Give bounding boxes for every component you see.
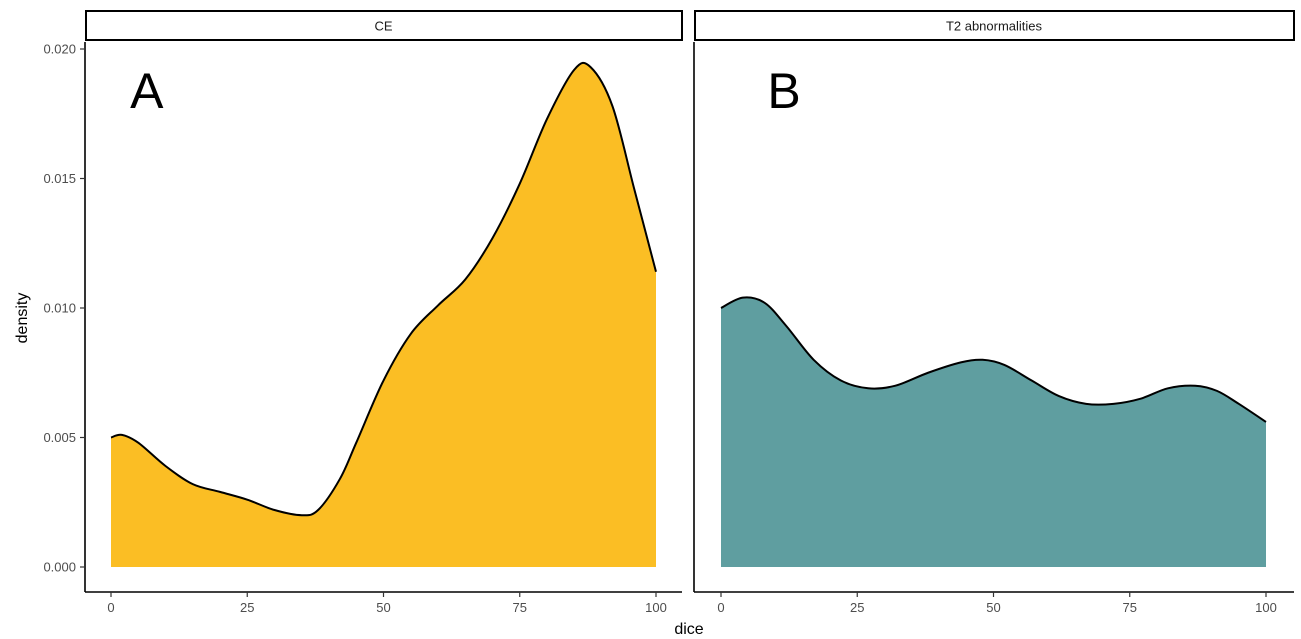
y-axis-title: density	[14, 293, 31, 344]
y-tick-label: 0.020	[43, 42, 76, 57]
density-area	[721, 297, 1266, 567]
strip-box	[694, 10, 1295, 41]
y-tick-label: 0.010	[43, 301, 76, 316]
panel-tag-A: A	[130, 63, 164, 119]
x-tick-label: 75	[1123, 600, 1137, 615]
strip-label: CE	[374, 19, 392, 34]
facet-panel-2: T2 abnormalities B 0 25 50 75 100	[693, 10, 1295, 615]
x-tick-label: 50	[986, 600, 1000, 615]
x-tick-label: 25	[240, 600, 254, 615]
y-tick-label: 0.015	[43, 171, 76, 186]
x-tick-label: 75	[513, 600, 527, 615]
x-tick-label: 25	[850, 600, 864, 615]
density-curve	[110, 61, 657, 517]
strip-box	[85, 10, 683, 41]
panel-tag-B: B	[767, 63, 800, 119]
density-area	[111, 62, 656, 568]
density-curve	[720, 296, 1267, 423]
x-tick-label: 100	[1255, 600, 1277, 615]
x-axis-title: dice	[674, 621, 703, 638]
y-tick-label: 0.000	[43, 560, 76, 575]
facet-panel-1: CE A 0 25 50 75 100 0.000 0.005 0.010 0.015 0.020	[43, 10, 683, 615]
x-tick-label: 100	[645, 600, 667, 615]
x-tick-label: 0	[107, 600, 114, 615]
strip-label: T2 abnormalities	[946, 19, 1043, 34]
x-tick-label: 50	[376, 600, 390, 615]
x-tick-label: 0	[717, 600, 724, 615]
y-tick-label: 0.005	[43, 430, 76, 445]
